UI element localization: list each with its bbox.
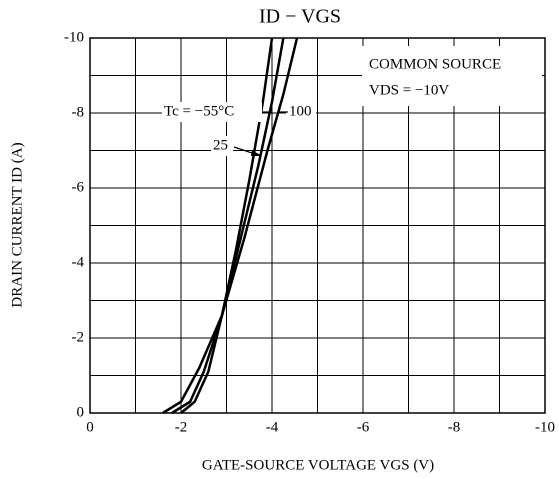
x-tick-label: -4 bbox=[266, 419, 279, 435]
y-tick-label: -4 bbox=[72, 254, 85, 270]
y-tick-label: -10 bbox=[64, 29, 84, 45]
annotation-bg bbox=[286, 102, 316, 122]
y-tick-label: -2 bbox=[72, 329, 85, 345]
annotation: 25 bbox=[213, 137, 228, 153]
x-tick-label: -2 bbox=[175, 419, 188, 435]
y-tick-label: -8 bbox=[72, 104, 85, 120]
y-tick-label: 0 bbox=[77, 404, 85, 420]
annotation-bg bbox=[162, 102, 262, 122]
annotation: Tc = −55°C bbox=[164, 103, 234, 119]
y-axis-label: DRAIN CURRENT ID (A) bbox=[9, 142, 25, 307]
legend-box bbox=[362, 46, 542, 106]
x-tick-label: 0 bbox=[86, 419, 94, 435]
x-tick-label: -6 bbox=[357, 419, 370, 435]
legend-text: COMMON SOURCE bbox=[369, 56, 501, 72]
annotation-bg bbox=[211, 136, 233, 156]
annotation: 100 bbox=[289, 103, 312, 119]
series-line bbox=[162, 37, 299, 415]
x-tick-label: -10 bbox=[535, 419, 555, 435]
chart-title: ID − VGS bbox=[259, 6, 341, 28]
y-tick-label: -6 bbox=[72, 179, 85, 195]
x-tick-label: -8 bbox=[448, 419, 461, 435]
x-axis-label: GATE-SOURCE VOLTAGE VGS (V) bbox=[202, 457, 434, 473]
legend-text: VDS = −10V bbox=[369, 82, 449, 98]
annotation-arrow bbox=[251, 150, 262, 156]
